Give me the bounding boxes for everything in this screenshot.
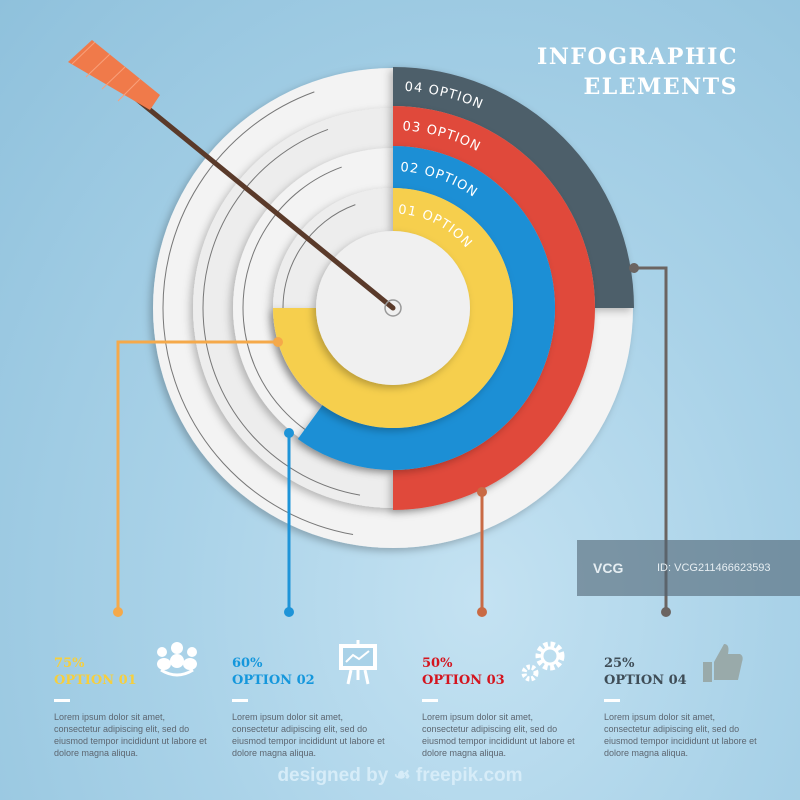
divider (422, 699, 438, 702)
segment-option-02 (297, 146, 555, 470)
watermark-logo: VCG (593, 560, 624, 576)
segment-option-04 (393, 67, 634, 308)
option-name: OPTION 02 (232, 673, 315, 688)
divider (604, 699, 620, 702)
connector-dot (629, 263, 639, 273)
option-card-04: 25% OPTION 04 Lorem ipsum dolor sit amet… (604, 655, 764, 759)
option-description: Lorem ipsum dolor sit amet, consectetur … (422, 712, 575, 758)
segment-option-03 (393, 106, 595, 510)
option-name: OPTION 03 (422, 673, 505, 688)
connector-dot (284, 607, 294, 617)
presentation-chart-icon (336, 640, 381, 690)
connector-option-01 (116, 340, 278, 612)
option-percent: 60% (232, 656, 263, 671)
people-group-icon (155, 640, 200, 685)
watermark-overlay: VCG ID: VCG211466623593 (577, 540, 800, 596)
option-percent: 50% (422, 656, 453, 671)
footer-credit: designed by ☙ freepik.com (277, 765, 523, 786)
page-title: INFOGRAPHIC ELEMENTS (537, 42, 738, 102)
thumbs-up-icon (700, 640, 745, 690)
divider (232, 699, 248, 702)
option-description: Lorem ipsum dolor sit amet, consectetur … (604, 712, 757, 758)
connector-dot (477, 487, 487, 497)
connector-dot (661, 607, 671, 617)
option-percent: 75% (54, 656, 85, 671)
divider (54, 699, 70, 702)
watermark-id: ID: VCG211466623593 (657, 562, 771, 574)
arrow-fletching (68, 40, 160, 110)
option-card-02: 60% OPTION 02 Lorem ipsum dolor sit amet… (232, 655, 392, 759)
connector-dot (284, 428, 294, 438)
arrow (68, 40, 402, 317)
option-percent: 25% (604, 656, 635, 671)
bullseye-hole (384, 299, 402, 317)
option-description: Lorem ipsum dolor sit amet, consectetur … (232, 712, 385, 758)
title-line-2: ELEMENTS (583, 74, 738, 100)
connector-option-04 (634, 266, 668, 612)
connector-dot (273, 337, 283, 347)
option-card-03: 50% OPTION 03 Lorem ipsum dolor sit amet… (422, 655, 582, 759)
connector-dot (113, 607, 123, 617)
gears-icon (520, 640, 570, 690)
option-name: OPTION 01 (54, 673, 137, 688)
segment-option-01 (273, 188, 513, 428)
title-line-1: INFOGRAPHIC (537, 44, 738, 70)
option-name: OPTION 04 (604, 673, 687, 688)
connector-dot (477, 607, 487, 617)
ring-line (162, 91, 354, 535)
option-description: Lorem ipsum dolor sit amet, consectetur … (54, 712, 207, 758)
option-card-01: 75% OPTION 01 Lorem ipsum dolor sit amet… (54, 655, 214, 759)
